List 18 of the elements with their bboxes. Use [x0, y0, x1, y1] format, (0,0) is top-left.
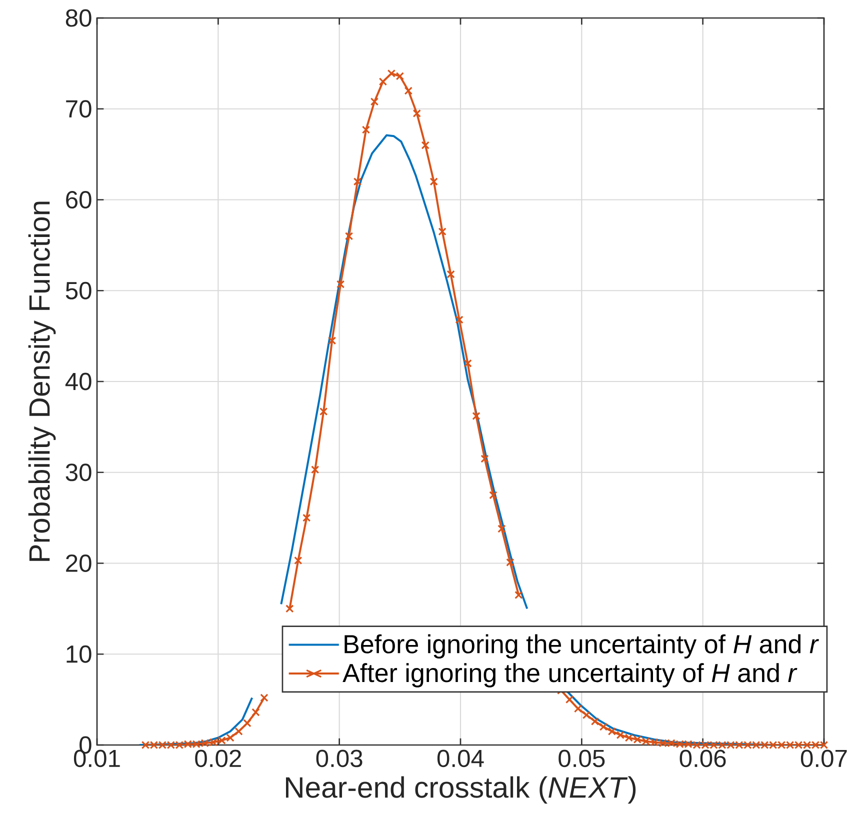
- y-tick-label: 20: [66, 554, 92, 572]
- x-tick-label: 0.03: [316, 750, 362, 768]
- legend-label: After ignoring the uncertainty of H and r: [342, 663, 798, 688]
- legend-label: Before ignoring the uncertainty of H and r: [344, 634, 819, 659]
- x-axis-title: Near-end crosstalk (NEXT): [286, 776, 636, 804]
- y-tick-label: 30: [66, 464, 92, 482]
- y-tick-label: 50: [66, 282, 92, 300]
- x-tick-label: 0.06: [680, 750, 726, 768]
- y-tick-label: 60: [66, 191, 92, 208]
- x-tick-label: 0.02: [195, 750, 241, 768]
- y-tick-label: 80: [66, 9, 92, 27]
- y-tick-label: 10: [66, 645, 92, 663]
- x-tick-label: 0.05: [558, 750, 605, 768]
- x-tick-label: 0.07: [800, 750, 847, 768]
- y-axis-title: Probability Density Function: [28, 202, 56, 561]
- x-tick-label: 0.04: [437, 750, 484, 768]
- y-tick-label: 70: [66, 100, 92, 118]
- y-tick-label: 40: [65, 372, 92, 390]
